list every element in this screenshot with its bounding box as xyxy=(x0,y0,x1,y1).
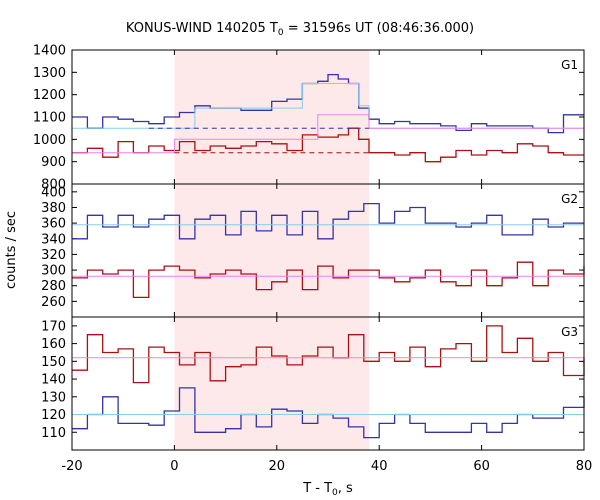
chart-title: KONUS-WIND 140205 T0 = 31596s UT (08:46:… xyxy=(126,21,474,38)
panel-g3-ytick-label: 140 xyxy=(41,373,66,388)
panel-g2-ytick-label: 280 xyxy=(41,279,66,294)
plot-area: 80090010001100120013001400G1260280300320… xyxy=(33,44,592,475)
panel-g2-ytick-label: 360 xyxy=(41,217,66,232)
panel-g3-ytick-label: 170 xyxy=(41,319,66,334)
panel-g3-ytick-label: 120 xyxy=(41,408,66,423)
panel-g3-ytick-label: 110 xyxy=(41,426,66,441)
x-tick-label: 20 xyxy=(269,459,286,474)
panel-g3-series-red-step-0 xyxy=(72,325,585,384)
x-tick-label: 80 xyxy=(576,459,593,474)
shaded-interval xyxy=(174,50,369,450)
panel-g2-ytick-label: 300 xyxy=(41,264,66,279)
x-tick-label: 40 xyxy=(371,459,388,474)
x-axis-label: T - T0, s xyxy=(302,481,353,498)
panel-g1-series-pink-step-3 xyxy=(72,114,584,154)
x-tick-label: -20 xyxy=(61,459,82,474)
panel-g1-label: G1 xyxy=(561,58,578,72)
x-tick-label: 0 xyxy=(170,459,178,474)
panel-g3-frame xyxy=(71,316,585,451)
panel-g1-ytick-label: 1200 xyxy=(33,88,66,103)
panel-g1-ytick-label: 1300 xyxy=(33,66,66,81)
panel-g1-ytick-label: 900 xyxy=(41,155,66,170)
panel-g3-label: G3 xyxy=(561,325,578,339)
panel-g1-ytick-label: 1100 xyxy=(33,111,66,126)
y-axis-label: counts / sec xyxy=(4,211,19,289)
panel-g2-ytick-label: 400 xyxy=(41,185,66,200)
panel-g1-ytick-label: 1400 xyxy=(33,44,66,59)
panel-g2-ytick-label: 380 xyxy=(41,201,66,216)
panel-g1-ytick-label: 1000 xyxy=(33,133,66,148)
panel-g2-ytick-label: 260 xyxy=(41,295,66,310)
panel-g2-label: G2 xyxy=(561,192,578,206)
panel-g1-ytick-label: 800 xyxy=(41,178,66,193)
panel-g3-ytick-label: 130 xyxy=(41,390,66,405)
panel-g3-ytick-label: 160 xyxy=(41,337,66,352)
x-tick-label: 60 xyxy=(473,459,490,474)
panel-g1-series-blue-step-0 xyxy=(72,73,584,134)
panel-g3-ytick-label: 150 xyxy=(41,355,66,370)
panel-g1-series-red-step-1 xyxy=(72,127,584,163)
panel-g2-series-red-step-1 xyxy=(72,261,585,299)
panel-g2-ytick-label: 340 xyxy=(41,232,66,247)
panel-g2-ytick-label: 320 xyxy=(41,248,66,263)
